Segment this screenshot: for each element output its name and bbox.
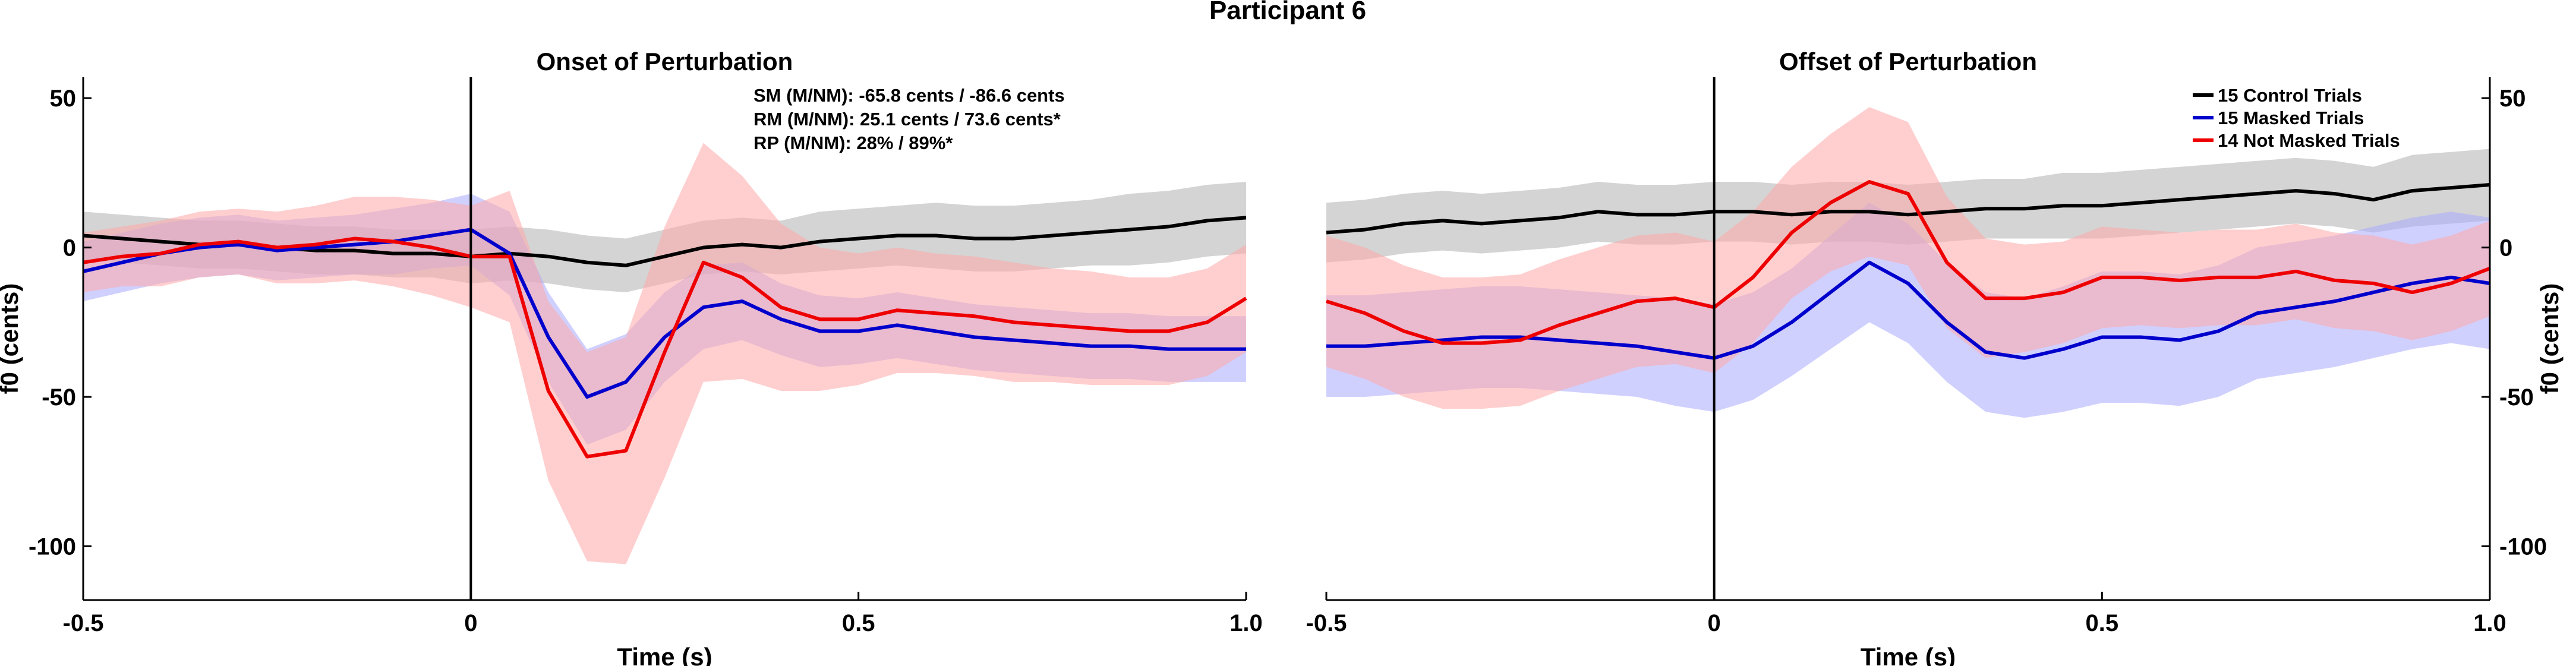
- legend-label-not-masked: 14 Not Masked Trials: [2218, 130, 2400, 151]
- onset-plot-area: -0.5 0 0.5 1.0 50 0 -50 -100: [29, 77, 1263, 636]
- x-tick-label: 0.5: [842, 610, 875, 636]
- x-tick-label: 0.5: [2086, 610, 2119, 636]
- x-tick-label: 1.0: [1229, 610, 1263, 636]
- annotation-sm: SM (M/NM): -65.8 cents / -86.6 cents: [753, 85, 1065, 106]
- legend-label-control: 15 Control Trials: [2218, 85, 2362, 106]
- annotation-rm: RM (M/NM): 25.1 cents / 73.6 cents*: [753, 109, 1061, 130]
- annotation-rp: RP (M/NM): 28% / 89%*: [753, 132, 953, 153]
- x-tick-label: 0: [464, 610, 477, 636]
- x-tick-label: -0.5: [1306, 610, 1347, 636]
- control-line: [1326, 183, 2490, 235]
- x-tick-label: 0: [1708, 610, 1721, 636]
- y-tick-label: -50: [42, 384, 76, 411]
- offset-plot-area: -0.5 0 0.5 1.0 50 0 -50 -100: [1306, 77, 2547, 636]
- onset-panel: Onset of Perturbation -0.5 0 0.5 1.0500-50-…: [0, 48, 1263, 666]
- y-tick-label: -100: [29, 534, 76, 560]
- y-tick-label: 0: [63, 235, 76, 261]
- offset-panel: Offset of Perturbation -0.5 0 0.5 1.0 50 0 -50…: [1306, 48, 2564, 666]
- not-masked-band: [1326, 107, 2490, 409]
- offset-y-axis-label: f0 (cents): [2536, 283, 2564, 394]
- y-tick-label: 50: [50, 86, 77, 112]
- not-masked-line: [1326, 180, 2491, 345]
- y-tick-label: 0: [2499, 235, 2512, 261]
- onset-annotations: SM (M/NM): -65.8 cents / -86.6 cents RM …: [753, 85, 1065, 153]
- x-tick-label: -0.5: [63, 610, 104, 636]
- y-tick-label: -50: [2499, 384, 2534, 411]
- y-tick-label: 50: [2499, 86, 2526, 112]
- onset-panel-title: Onset of Perturbation: [537, 48, 793, 75]
- y-tick-label: -100: [2499, 534, 2547, 560]
- not-masked-line: [83, 236, 1247, 459]
- masked-line: [1326, 260, 2490, 360]
- offset-x-axis-label: Time (s): [1861, 643, 1956, 666]
- figure-title: Participant 6: [1209, 0, 1366, 25]
- legend-label-masked: 15 Masked Trials: [2218, 108, 2364, 128]
- legend: 15 Control Trials 15 Masked Trials 14 No…: [2193, 85, 2400, 151]
- x-tick-label: 1.0: [2473, 610, 2506, 636]
- masked-line: [83, 228, 1246, 399]
- onset-x-axis-label: Time (s): [617, 643, 712, 666]
- onset-y-axis-label: f0 (cents): [0, 283, 23, 394]
- offset-panel-title: Offset of Perturbation: [1779, 48, 2037, 75]
